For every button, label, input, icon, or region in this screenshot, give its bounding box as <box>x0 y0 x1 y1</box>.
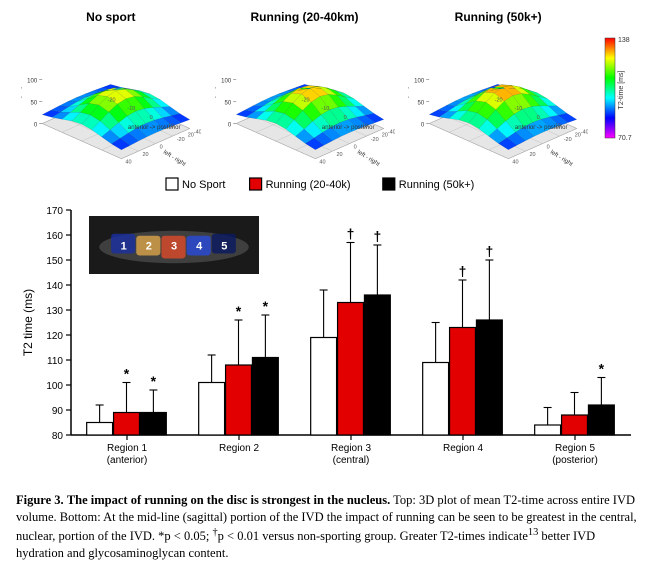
svg-text:100: 100 <box>221 79 232 85</box>
svg-text:*: * <box>236 303 242 319</box>
svg-text:70.7: 70.7 <box>618 135 632 142</box>
svg-text:0: 0 <box>149 115 152 121</box>
svg-text:anterior -> posterior: anterior -> posterior <box>515 125 568 131</box>
svg-text:†: † <box>485 243 493 259</box>
svg-text:left - right: left - right <box>162 150 187 168</box>
svg-text:Region 5: Region 5 <box>555 443 595 454</box>
svg-text:0: 0 <box>159 145 162 151</box>
svg-text:0: 0 <box>547 145 550 151</box>
svg-text:T2-time [ms]: T2-time [ms] <box>215 87 216 121</box>
svg-text:-10: -10 <box>321 106 329 112</box>
bar-chart: 80 90 100 110 120 130 140 150 160 170 T2 time (ms)… <box>16 202 643 477</box>
svg-text:-20: -20 <box>495 97 503 103</box>
svg-text:T2 time (ms): T2 time (ms) <box>21 289 35 356</box>
svg-text:3: 3 <box>171 241 177 253</box>
svg-text:†: † <box>373 228 381 244</box>
svg-text:1: 1 <box>121 241 127 253</box>
figure-label: Figure 3. <box>16 493 64 507</box>
svg-text:0: 0 <box>34 123 38 129</box>
svg-text:20: 20 <box>530 152 536 158</box>
svg-text:20: 20 <box>142 152 148 158</box>
caption-body: p < 0.01 versus non-sporting group. Grea… <box>218 529 528 543</box>
svg-text:T2-time [ms]: T2-time [ms] <box>618 71 625 110</box>
svg-text:†: † <box>459 263 467 279</box>
svg-text:-20: -20 <box>301 97 309 103</box>
svg-text:120: 120 <box>46 331 63 342</box>
svg-text:*: * <box>263 298 269 314</box>
surface-3d: 050100T2-time [ms]-20-1001020anterior ->… <box>21 28 201 168</box>
svg-text:40: 40 <box>319 160 325 166</box>
svg-text:*: * <box>151 373 157 389</box>
svg-text:T2-time [ms]: T2-time [ms] <box>408 87 409 121</box>
panel-title: Running (50k+) <box>455 10 542 24</box>
svg-text:80: 80 <box>52 431 64 442</box>
svg-text:100: 100 <box>46 381 63 392</box>
svg-text:Region 2: Region 2 <box>219 443 259 454</box>
svg-text:138: 138 <box>618 37 630 44</box>
svg-text:T2-time [ms]: T2-time [ms] <box>21 87 22 121</box>
panel-3d-no-sport: No sport 050100T2-time [ms]-20-1001020an… <box>16 8 206 168</box>
svg-text:160: 160 <box>46 231 63 242</box>
panel-title: Running (20-40km) <box>251 10 359 24</box>
svg-text:130: 130 <box>46 306 63 317</box>
svg-text:100: 100 <box>27 79 38 85</box>
svg-text:50: 50 <box>30 101 37 107</box>
ref-sup: 13 <box>528 527 538 538</box>
svg-text:*: * <box>124 366 130 382</box>
svg-text:left - right: left - right <box>355 150 380 168</box>
svg-text:(posterior): (posterior) <box>552 455 598 466</box>
svg-text:Running (20-40k): Running (20-40k) <box>266 179 351 191</box>
svg-text:50: 50 <box>224 101 231 107</box>
svg-text:No Sport: No Sport <box>182 179 225 191</box>
svg-text:2: 2 <box>146 241 152 253</box>
colorbar: 138 70.7 T2-time [ms] <box>601 30 643 148</box>
svg-text:170: 170 <box>46 206 63 217</box>
svg-text:40: 40 <box>125 160 131 166</box>
svg-text:-40: -40 <box>581 129 588 135</box>
svg-text:100: 100 <box>414 79 425 85</box>
svg-text:90: 90 <box>52 406 64 417</box>
svg-text:0: 0 <box>537 115 540 121</box>
panel-title: No sport <box>86 10 135 24</box>
top-3d-row: No sport 050100T2-time [ms]-20-1001020an… <box>16 8 643 168</box>
svg-text:Region 1: Region 1 <box>107 443 147 454</box>
svg-text:-20: -20 <box>564 137 572 143</box>
svg-text:left - right: left - right <box>549 150 574 168</box>
svg-text:anterior -> posterior: anterior -> posterior <box>321 125 374 131</box>
svg-text:-40: -40 <box>387 129 394 135</box>
surface-3d: 050100T2-time [ms]-20-1001020anterior ->… <box>215 28 395 168</box>
bar-legend: No Sport Running (20-40k) Running (50k+) <box>16 174 643 194</box>
svg-text:0: 0 <box>343 115 346 121</box>
svg-text:5: 5 <box>221 241 227 253</box>
figure-title: The impact of running on the disc is str… <box>67 493 390 507</box>
svg-text:0: 0 <box>353 145 356 151</box>
svg-text:†: † <box>347 226 355 242</box>
svg-text:40: 40 <box>513 160 519 166</box>
svg-text:50: 50 <box>418 101 425 107</box>
svg-text:0: 0 <box>227 123 231 129</box>
svg-text:(anterior): (anterior) <box>107 455 148 466</box>
figure-caption: Figure 3. The impact of running on the d… <box>16 492 643 562</box>
svg-text:0: 0 <box>421 123 425 129</box>
svg-text:20: 20 <box>336 152 342 158</box>
svg-text:anterior -> posterior: anterior -> posterior <box>128 125 181 131</box>
svg-text:-10: -10 <box>127 106 135 112</box>
svg-text:-10: -10 <box>515 106 523 112</box>
panel-3d-run50: Running (50k+) 0 50 100 T2-time [ms] -20 -10 0… <box>403 8 593 168</box>
svg-text:Running (50k+): Running (50k+) <box>399 179 475 191</box>
svg-text:-40: -40 <box>194 129 201 135</box>
svg-text:Region 3: Region 3 <box>331 443 371 454</box>
svg-text:110: 110 <box>47 356 63 367</box>
svg-text:*: * <box>599 361 605 377</box>
surface-3d: 050100T2-time [ms]-20-1001020anterior ->… <box>408 28 588 168</box>
svg-text:150: 150 <box>46 256 63 267</box>
svg-text:-20: -20 <box>107 97 115 103</box>
svg-text:4: 4 <box>196 241 203 253</box>
svg-text:-20: -20 <box>177 137 185 143</box>
svg-text:Region 4: Region 4 <box>443 443 483 454</box>
svg-text:-20: -20 <box>370 137 378 143</box>
svg-text:(central): (central) <box>333 455 370 466</box>
panel-3d-run2040: Running (20-40km) 0 50 100 T2-time [ms] -20 -… <box>210 8 400 168</box>
svg-text:140: 140 <box>46 281 63 292</box>
